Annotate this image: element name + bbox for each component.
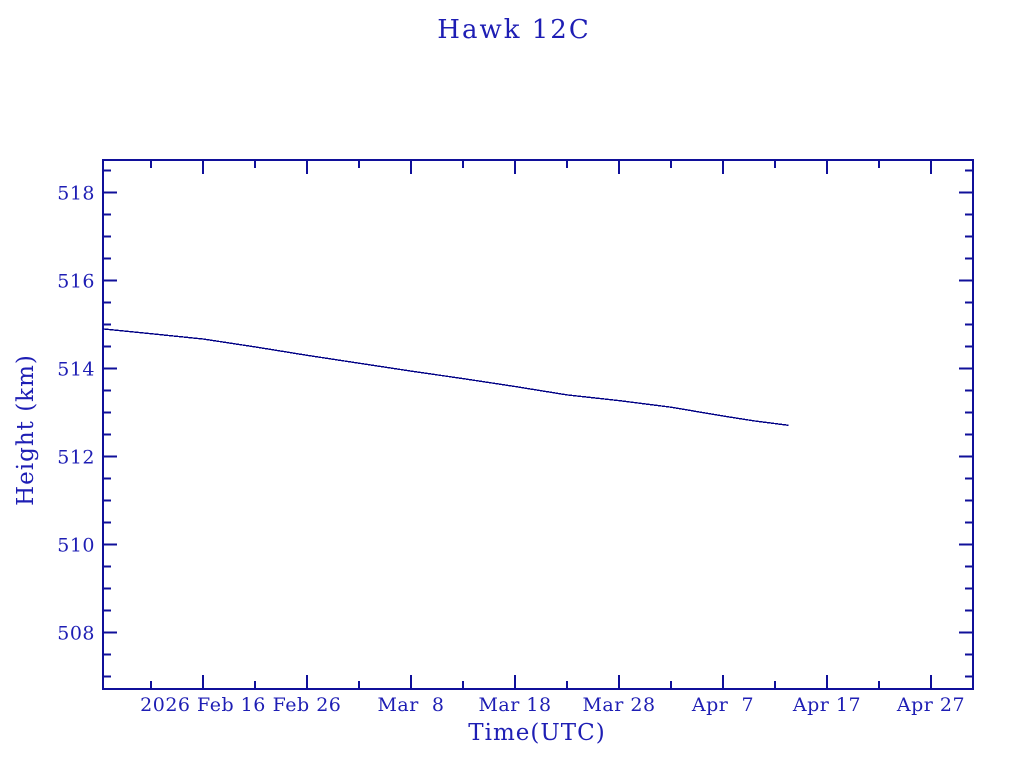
y-tick-label: 516 <box>57 271 95 293</box>
y-tick-label: 510 <box>57 535 95 557</box>
x-tick-label: Apr 27 <box>896 694 965 716</box>
x-tick-label: Mar 8 <box>377 694 444 716</box>
y-tick-label: 508 <box>57 623 95 645</box>
x-axis-title: Time(UTC) <box>468 720 605 746</box>
y-tick-label: 518 <box>57 183 95 205</box>
plot-area: 2026 Feb 16 Feb 26 Mar 8 Mar 18 Mar 28 Apr 7 A… <box>57 159 974 716</box>
x-tick-label: Apr 17 <box>792 694 861 716</box>
chart-title: Hawk 12C <box>437 15 590 45</box>
x-tick-label: Feb 26 <box>273 694 342 716</box>
y-tick-label: 514 <box>57 359 95 381</box>
x-tick-label: Apr 7 <box>691 694 754 716</box>
height-decay-line <box>102 328 789 426</box>
y-tick-label: 512 <box>57 447 95 469</box>
x-tick-label: Mar 18 <box>478 694 551 716</box>
plot-frame <box>102 159 974 690</box>
x-tick-label: Mar 28 <box>582 694 655 716</box>
x-tick-label: 2026 Feb 16 <box>140 694 266 716</box>
y-axis-title: Height (km) <box>13 354 39 506</box>
